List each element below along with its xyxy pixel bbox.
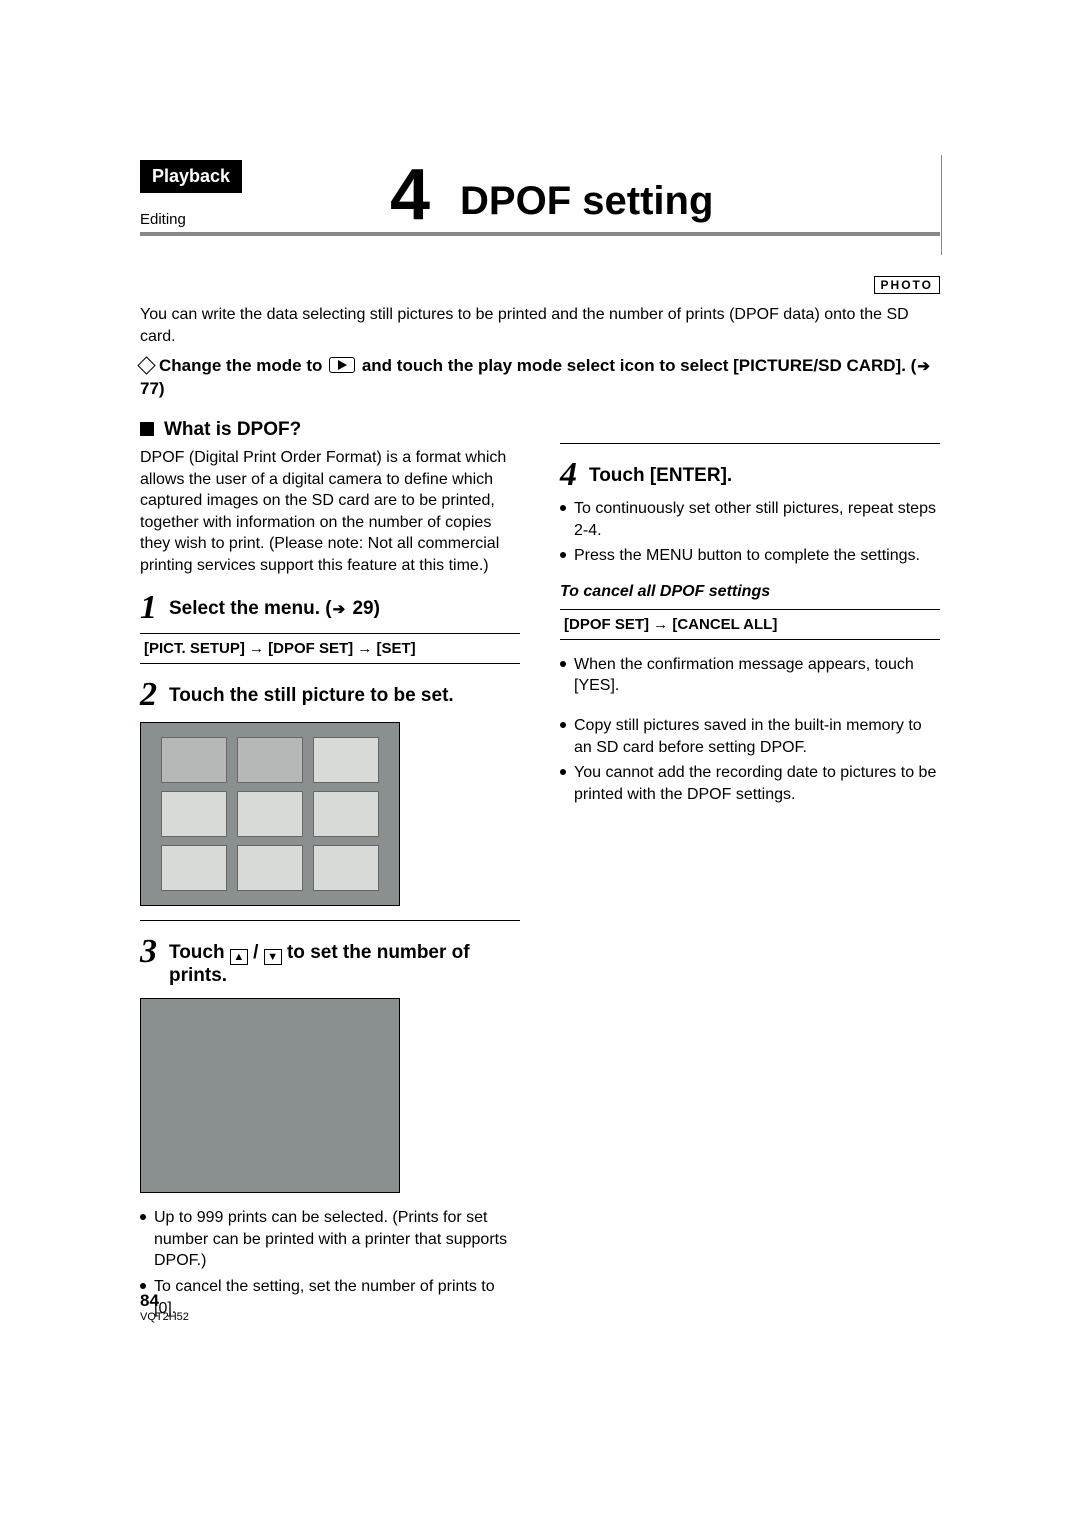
step3-text-a: Touch [169,942,230,963]
step-1-menu-path: [PICT. SETUP] → [DPOF SET] → [SET] [140,633,520,664]
step-number-2: 2 [140,678,157,712]
step-4-notes: To continuously set other still pictures… [560,498,940,567]
thumb-row [161,737,379,783]
list-item: Up to 999 prints can be selected. (Print… [140,1207,520,1272]
step-3-title: Touch ▲ / ▼ to set the number of prints. [169,935,520,989]
intro-text: You can write the data selecting still p… [140,304,940,347]
list-item: When the confirmation message appears, t… [560,654,940,697]
thumbnail [237,791,303,837]
step-2: 2 Touch the still picture to be set. [140,678,520,712]
photo-badge: PHOTO [874,276,940,294]
thumbnail [313,791,379,837]
header: Playback Editing 4 DPOF setting [140,160,940,228]
page-number: 84 [140,1291,189,1311]
cancel-menu-path: [DPOF SET] → [CANCEL ALL] [560,609,940,640]
step-1-title: Select the menu. ( 29) [169,591,380,621]
right-column: 4 Touch [ENTER]. To continuously set oth… [560,413,940,1323]
thumb-row [161,845,379,891]
step-3: 3 Touch ▲ / ▼ to set the number of print… [140,935,520,989]
thumbnail [313,737,379,783]
what-is-body: DPOF (Digital Print Order Format) is a f… [140,447,520,577]
two-column-layout: What is DPOF? DPOF (Digital Print Order … [140,413,940,1323]
header-left: Playback Editing [140,160,390,228]
list-item: You cannot add the recording date to pic… [560,762,940,805]
step1-ref: 29) [352,598,379,619]
list-item: Copy still pictures saved in the built-i… [560,715,940,758]
list-item: To cancel the setting, set the number of… [140,1276,520,1319]
mode-ref: 77) [140,379,165,398]
diamond-icon [137,356,155,374]
prints-screen-placeholder [140,998,400,1193]
page-ref-arrow-icon [332,598,348,619]
thumb-row [161,791,379,837]
vertical-rule [941,155,942,255]
divider [140,920,520,921]
cancel-notes: When the confirmation message appears, t… [560,654,940,697]
divider [560,443,940,444]
page-title: DPOF setting [460,179,940,228]
step-1: 1 Select the menu. ( 29) [140,591,520,625]
general-notes: Copy still pictures saved in the built-i… [560,715,940,805]
step-4: 4 Touch [ENTER]. [560,458,940,492]
step-4-title: Touch [ENTER]. [589,458,732,488]
step-number-3: 3 [140,935,157,969]
section-number: 4 [390,163,430,228]
up-arrow-icon: ▲ [230,949,248,965]
footer: 84 VQT2H52 [140,1291,189,1323]
document-code: VQT2H52 [140,1311,189,1323]
play-mode-icon [329,357,355,373]
left-column: What is DPOF? DPOF (Digital Print Order … [140,413,520,1323]
playback-badge: Playback [140,160,242,193]
thumbnail [161,737,227,783]
thumbnail [313,845,379,891]
step-number-1: 1 [140,591,157,625]
thumbnail [161,845,227,891]
page-ref-arrow-icon [916,356,932,375]
what-is-heading: What is DPOF? [140,419,520,441]
list-item: Press the MENU button to complete the se… [560,545,940,567]
step-3-notes: Up to 999 prints can be selected. (Print… [140,1207,520,1319]
square-bullet-icon [140,422,154,436]
page: Playback Editing 4 DPOF setting PHOTO Yo… [0,0,1080,1383]
step-number-4: 4 [560,458,577,492]
step-2-title: Touch the still picture to be set. [169,678,454,708]
thumbnail [161,791,227,837]
mode-change-line: Change the mode to and touch the play mo… [140,355,940,401]
cancel-heading: To cancel all DPOF settings [560,583,940,601]
list-item: To continuously set other still pictures… [560,498,940,541]
thumbnail-grid [140,722,400,906]
mode-text-a: Change the mode to [159,356,327,375]
title-underline [140,232,940,236]
down-arrow-icon: ▼ [264,949,282,965]
thumbnail [237,737,303,783]
thumbnail [237,845,303,891]
step1-text-a: Select the menu. ( [169,598,332,619]
editing-label: Editing [140,211,390,228]
what-is-title: What is DPOF? [164,419,301,440]
mode-text-b: and touch the play mode select icon to s… [357,356,916,375]
